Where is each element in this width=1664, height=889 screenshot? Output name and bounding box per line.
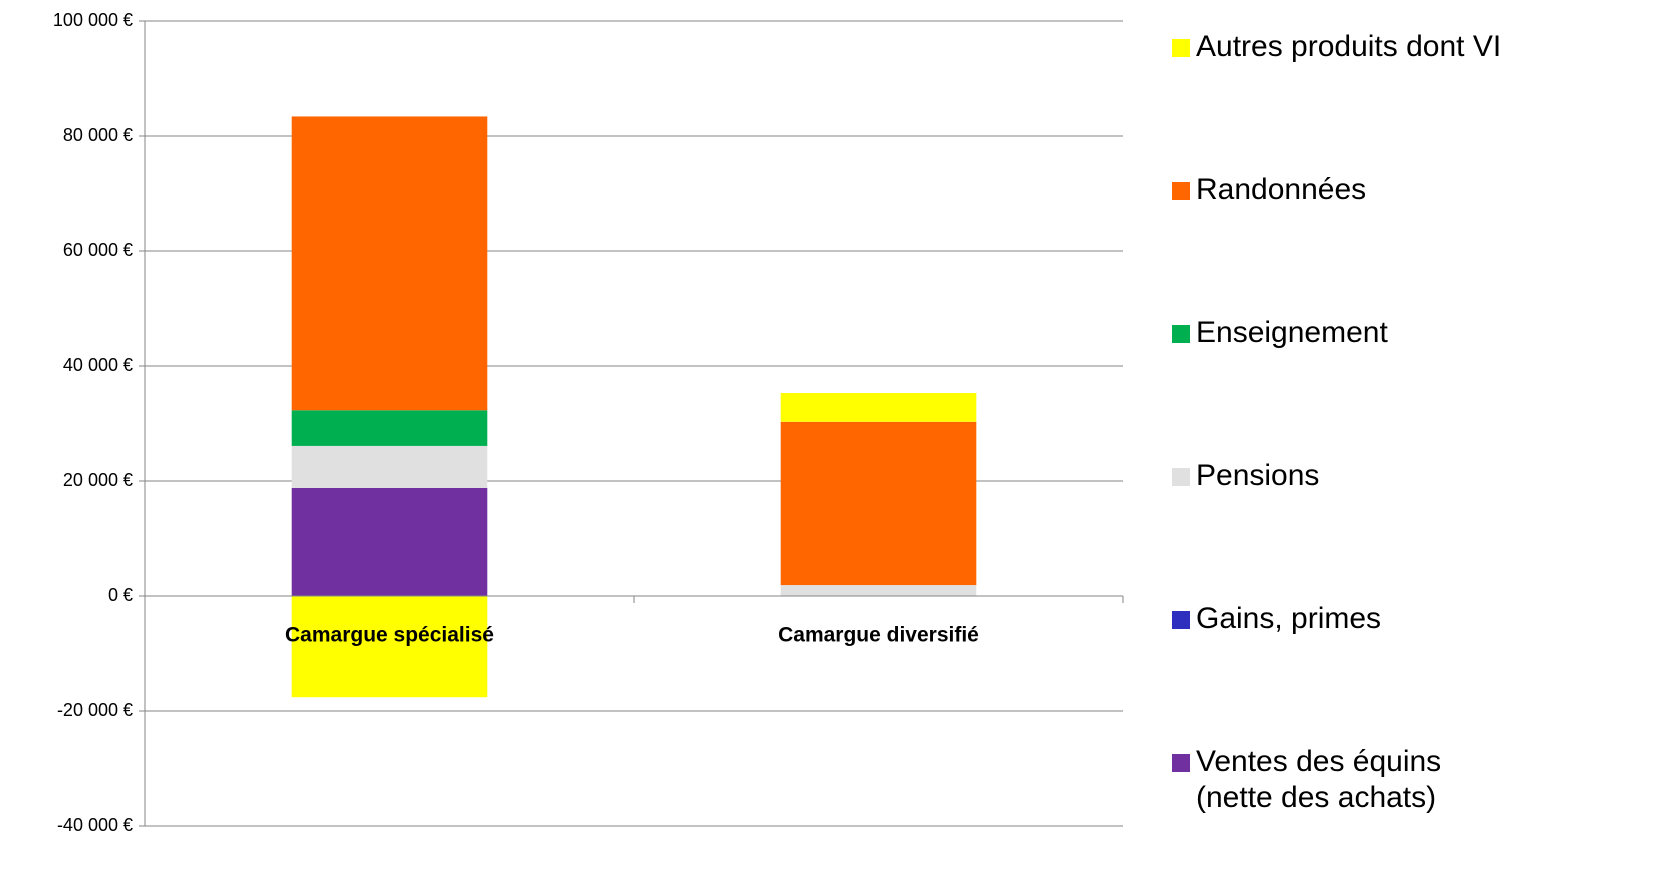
legend-label: Autres produits dont VI (1196, 30, 1502, 63)
legend-label: Ventes des équins (nette des achats) (1196, 745, 1442, 814)
y-tick-label: 0 € (108, 585, 133, 605)
legend-item: Randonnées (1172, 172, 1366, 208)
bar-segment (780, 585, 977, 596)
legend-swatch (1172, 468, 1190, 486)
bar-segment (291, 445, 488, 488)
legend-item: Autres produits dont VI (1172, 29, 1501, 65)
y-tick-label: 80 000 € (63, 125, 133, 145)
y-tick-label: 40 000 € (63, 355, 133, 375)
legend-label: Randonnées (1196, 173, 1367, 206)
legend-swatch (1172, 39, 1190, 57)
x-tick-label: Camargue spécialisé (285, 624, 494, 647)
legend-swatch (1172, 325, 1190, 343)
chart: -40 000 € -20 000 € 0 € 20 000 € 40 000 € 60 … (53, 10, 1124, 835)
y-tick-label: -20 000 € (57, 700, 133, 720)
legend-item: Ventes des équins (nette des achats) (1172, 744, 1441, 816)
legend-swatch (1172, 611, 1190, 629)
bar-segment (291, 410, 488, 446)
bar-segment (780, 421, 977, 586)
x-tick-label: Camargue diversifié (778, 624, 979, 647)
y-tick-label: 100 000 € (53, 10, 133, 30)
y-tick-label: -40 000 € (57, 815, 133, 835)
y-tick-label: 60 000 € (63, 240, 133, 260)
legend-swatch (1172, 754, 1190, 772)
legend-swatch (1172, 182, 1190, 200)
legend-label: Enseignement (1196, 316, 1388, 349)
bar-segment (291, 596, 488, 698)
y-tick-label: 20 000 € (63, 470, 133, 490)
bar-segment (291, 116, 488, 411)
legend-label: Pensions (1196, 459, 1320, 492)
legend-label: Gains, primes (1196, 602, 1382, 635)
legend-item: Gains, primes (1172, 601, 1381, 637)
legend-item: Pensions (1172, 458, 1319, 494)
bar-segment (291, 487, 488, 596)
bar-segment (780, 393, 977, 422)
legend-item: Enseignement (1172, 315, 1388, 351)
